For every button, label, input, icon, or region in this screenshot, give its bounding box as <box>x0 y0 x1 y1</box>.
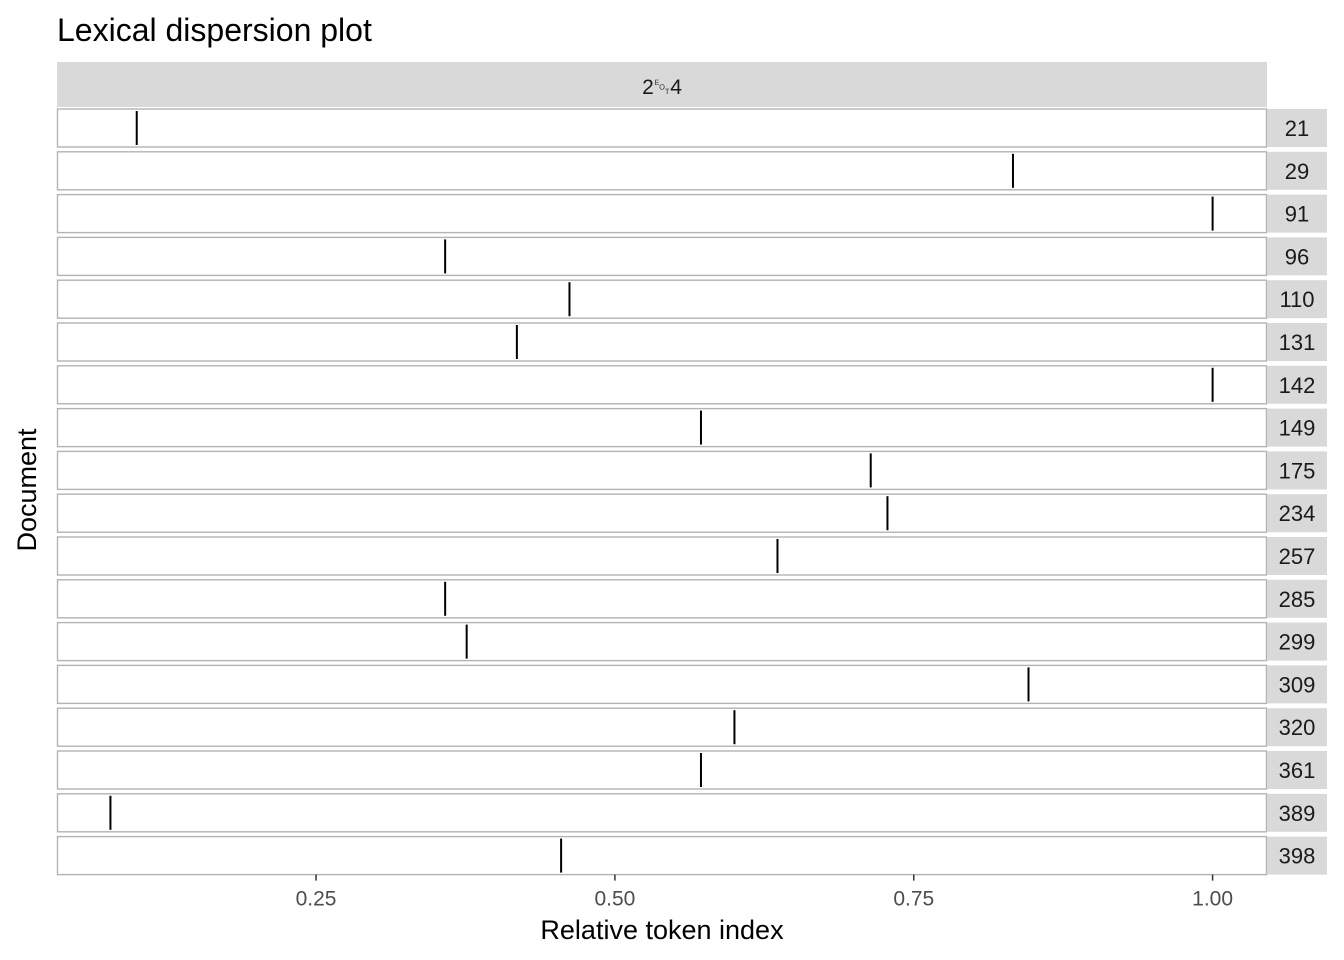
row-panel <box>56 407 1268 448</box>
row-strip <box>1267 622 1327 661</box>
row-panel <box>56 151 1268 191</box>
row-strip <box>1267 109 1327 147</box>
document-row: 309 <box>56 664 1327 705</box>
row-panel <box>56 193 1268 234</box>
row-panel <box>56 365 1268 405</box>
document-row: 234 <box>56 493 1327 533</box>
y-axis-title: Document <box>12 428 42 552</box>
row-strip <box>1267 151 1327 190</box>
row-label: 175 <box>1279 458 1316 483</box>
row-panel <box>56 707 1268 747</box>
row-panel <box>56 621 1268 662</box>
row-panel <box>56 536 1268 576</box>
row-strip <box>1267 579 1327 618</box>
row-strip <box>1267 751 1327 789</box>
row-panel <box>56 793 1268 833</box>
x-axis-title: Relative token index <box>540 915 784 945</box>
row-label: 142 <box>1279 373 1316 398</box>
document-row: 257 <box>56 536 1327 576</box>
row-panel <box>56 450 1268 491</box>
row-panel <box>56 108 1268 148</box>
document-row: 131 <box>56 322 1327 362</box>
row-label: 309 <box>1279 672 1316 697</box>
row-strip <box>1267 793 1327 832</box>
row-label: 398 <box>1279 844 1316 869</box>
x-tick-label: 0.50 <box>594 888 635 911</box>
row-label: 149 <box>1279 416 1316 441</box>
row-label: 91 <box>1285 202 1309 227</box>
x-axis: 0.25 0.50 0.75 1.00 <box>296 874 1233 911</box>
row-label: 96 <box>1285 244 1309 269</box>
panel-rows: 21 29 91 96 110 131 142 149 175 234 257 285 299 309 32… <box>56 108 1327 876</box>
row-label: 21 <box>1285 116 1309 141</box>
document-row: 29 <box>56 151 1327 191</box>
row-strip <box>1267 665 1327 704</box>
document-row: 21 <box>56 108 1327 148</box>
facet-strip-label: 2␄4 <box>642 76 682 99</box>
row-strip <box>1267 708 1327 747</box>
row-label: 361 <box>1279 758 1316 783</box>
document-row: 175 <box>56 450 1327 491</box>
document-row: 361 <box>56 750 1327 790</box>
document-row: 299 <box>56 621 1327 662</box>
document-row: 285 <box>56 579 1327 619</box>
chart-title: Lexical dispersion plot <box>57 12 372 48</box>
row-panel <box>56 750 1268 790</box>
row-strip <box>1267 836 1327 875</box>
row-strip <box>1267 194 1327 233</box>
row-label: 131 <box>1279 330 1316 355</box>
x-tick-label: 0.25 <box>296 888 337 911</box>
row-panel <box>56 279 1268 319</box>
row-label: 110 <box>1279 287 1314 312</box>
document-row: 96 <box>56 236 1327 277</box>
row-strip <box>1267 280 1327 319</box>
row-panel <box>56 236 1268 277</box>
row-panel <box>56 322 1268 362</box>
row-strip <box>1267 408 1327 447</box>
document-row: 110 <box>56 279 1327 319</box>
document-row: 91 <box>56 193 1327 234</box>
row-strip <box>1267 365 1327 404</box>
row-label: 320 <box>1279 715 1316 740</box>
row-strip <box>1267 323 1327 361</box>
row-label: 285 <box>1279 587 1316 612</box>
x-tick-label: 0.75 <box>893 888 934 911</box>
row-panel <box>56 835 1268 876</box>
row-strip <box>1267 494 1327 533</box>
x-tick-label: 1.00 <box>1192 888 1233 911</box>
row-panel <box>56 664 1268 705</box>
document-row: 389 <box>56 793 1327 833</box>
row-strip <box>1267 237 1327 276</box>
row-panel <box>56 579 1268 619</box>
row-label: 29 <box>1285 159 1309 184</box>
row-label: 299 <box>1279 630 1316 655</box>
facet-strip <box>57 62 1267 107</box>
document-row: 320 <box>56 707 1327 747</box>
row-label: 257 <box>1279 544 1316 569</box>
document-row: 398 <box>56 835 1327 876</box>
row-panel <box>56 493 1268 533</box>
row-strip <box>1267 537 1327 575</box>
row-label: 234 <box>1279 501 1316 526</box>
row-label: 389 <box>1279 801 1316 826</box>
document-row: 149 <box>56 407 1327 448</box>
document-row: 142 <box>56 365 1327 405</box>
row-strip <box>1267 451 1327 490</box>
